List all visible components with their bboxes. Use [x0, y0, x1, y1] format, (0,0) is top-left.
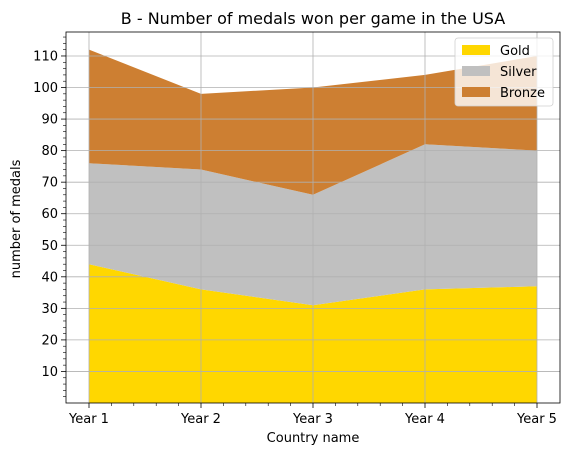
- y-tick-label: 40: [41, 270, 58, 285]
- x-tick-label: Year 5: [516, 412, 557, 427]
- legend: Gold Silver Bronze: [454, 37, 554, 107]
- y-tick-label: 100: [33, 81, 58, 96]
- y-tick-label: 30: [41, 302, 58, 317]
- y-axis-label: number of medals: [9, 159, 24, 278]
- legend-swatch-gold: [462, 45, 490, 55]
- y-tick-label: 70: [41, 176, 58, 191]
- legend-label-gold: Gold: [500, 44, 530, 59]
- y-tick-label: 10: [41, 365, 58, 380]
- chart-title: B - Number of medals won per game in the…: [121, 9, 505, 28]
- x-tick-label: Year 4: [404, 412, 445, 427]
- x-tick-label: Year 3: [292, 412, 333, 427]
- legend-swatch-bronze: [462, 87, 490, 97]
- y-tick-label: 90: [41, 113, 58, 128]
- y-tick-label: 110: [33, 49, 58, 64]
- legend-swatch-silver: [462, 66, 490, 76]
- y-tick-label: 20: [41, 333, 58, 348]
- y-tick-label: 50: [41, 239, 58, 254]
- x-tick-label: Year 1: [68, 412, 109, 427]
- y-tick-label: 80: [41, 144, 58, 159]
- x-tick-label: Year 2: [180, 412, 221, 427]
- tick-layer: Year 1 Year 2 Year 3 Year 4 Year 5 10 20 30 40 50…: [33, 36, 557, 427]
- legend-label-bronze: Bronze: [500, 86, 545, 101]
- x-axis-label: Country name: [267, 431, 360, 446]
- y-tick-label: 60: [41, 207, 58, 222]
- legend-label-silver: Silver: [500, 65, 537, 80]
- grid-layer: [66, 32, 560, 403]
